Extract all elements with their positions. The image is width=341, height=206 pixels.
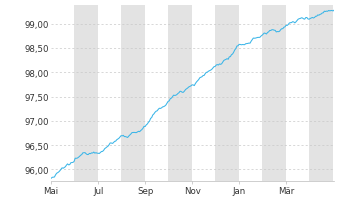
Bar bbox=[74, 6, 98, 181]
Bar bbox=[262, 6, 286, 181]
Bar bbox=[215, 6, 239, 181]
Bar bbox=[121, 6, 145, 181]
Bar bbox=[309, 6, 333, 181]
Bar bbox=[168, 6, 192, 181]
